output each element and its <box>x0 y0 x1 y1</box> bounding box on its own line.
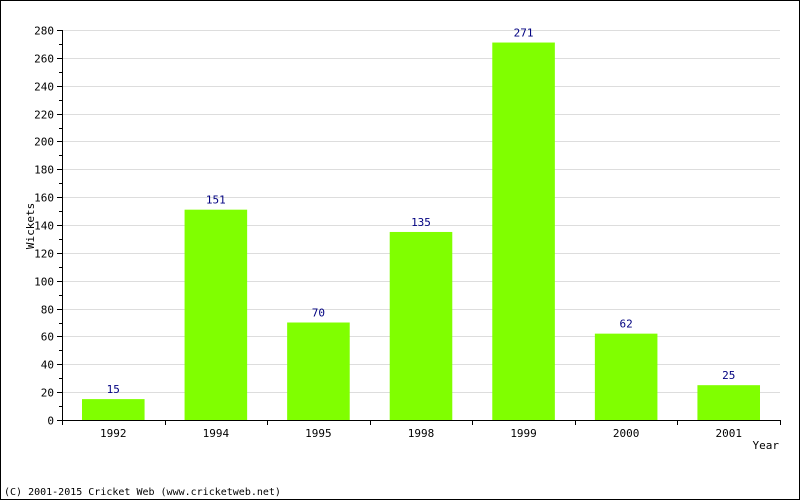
y-tick-label: 180 <box>34 164 54 177</box>
bar-1994 <box>184 209 248 420</box>
y-tick-label: 200 <box>34 136 54 149</box>
data-label-1995: 70 <box>312 307 325 320</box>
data-label-1999: 271 <box>514 27 534 40</box>
y-tick-label: 280 <box>34 25 54 38</box>
y-tick-label: 260 <box>34 53 54 66</box>
x-tick-label-1995: 1995 <box>305 427 332 440</box>
x-tick-label-2001: 2001 <box>715 427 742 440</box>
bar-2000 <box>594 333 658 420</box>
data-labels: 15 151 70 135 271 62 25 <box>107 27 736 397</box>
copyright-text: (C) 2001-2015 Cricket Web (www.cricketwe… <box>4 487 281 498</box>
x-tick-label-1992: 1992 <box>100 427 127 440</box>
gridlines <box>62 30 780 393</box>
bar-2001 <box>697 385 760 420</box>
y-tick-label: 160 <box>34 192 54 205</box>
y-tick-labels: 0 20 40 60 80 100 120 140 160 180 200 220 240 260 280 <box>34 25 54 428</box>
y-tick-label: 0 <box>47 415 54 428</box>
y-tick-label: 60 <box>41 331 54 344</box>
y-tick-label: 120 <box>34 248 54 261</box>
data-label-1998: 135 <box>411 216 431 229</box>
data-label-1994: 151 <box>206 194 226 207</box>
x-tick-labels: 1992 1994 1995 1998 1999 2000 2001 <box>100 427 742 440</box>
x-tick-label-1998: 1998 <box>408 427 435 440</box>
y-axis-label: Wickets <box>24 203 37 249</box>
bars <box>82 42 760 421</box>
bar-1995 <box>287 322 350 420</box>
y-tick-label: 140 <box>34 220 54 233</box>
axes <box>57 30 781 425</box>
x-tick-label-1994: 1994 <box>203 427 230 440</box>
x-tick-label-1999: 1999 <box>510 427 537 440</box>
data-label-2000: 62 <box>620 318 633 331</box>
bar-1998 <box>389 231 453 420</box>
x-tick-label-2000: 2000 <box>613 427 640 440</box>
x-axis-label: Year <box>753 439 780 452</box>
y-tick-label: 240 <box>34 81 54 94</box>
data-label-1992: 15 <box>107 383 120 396</box>
y-tick-label: 220 <box>34 109 54 122</box>
y-tick-label: 80 <box>41 304 54 317</box>
y-tick-label: 100 <box>34 276 54 289</box>
bar-1999 <box>492 42 555 421</box>
y-tick-label: 20 <box>41 387 54 400</box>
bar-1992 <box>82 399 145 420</box>
y-tick-label: 40 <box>41 359 54 372</box>
data-label-2001: 25 <box>722 369 735 382</box>
